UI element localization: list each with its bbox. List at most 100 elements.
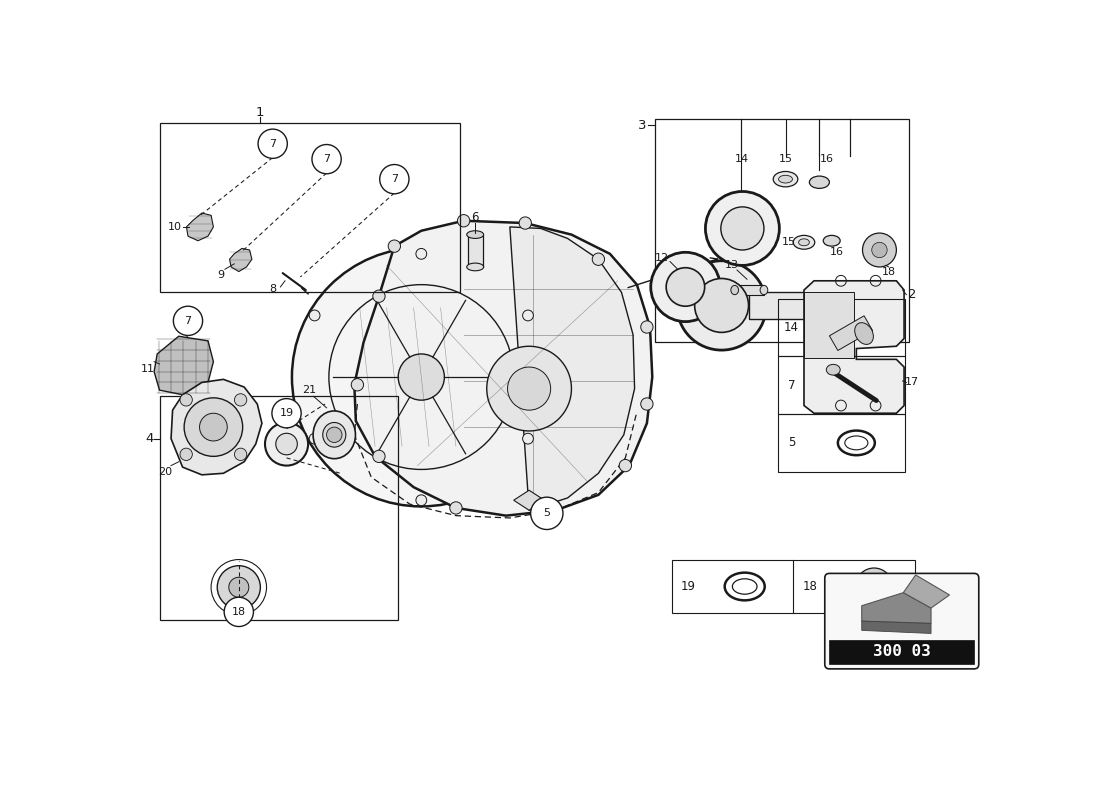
Ellipse shape xyxy=(730,286,738,294)
Bar xyxy=(778,298,905,356)
Circle shape xyxy=(180,394,192,406)
Text: 5: 5 xyxy=(543,508,550,518)
Circle shape xyxy=(522,434,534,444)
Circle shape xyxy=(309,434,320,444)
Circle shape xyxy=(309,310,320,321)
Circle shape xyxy=(234,394,246,406)
Text: 8: 8 xyxy=(270,283,276,294)
Circle shape xyxy=(276,434,297,455)
Text: 21: 21 xyxy=(302,385,317,395)
Text: 19: 19 xyxy=(279,408,294,418)
Circle shape xyxy=(592,253,605,266)
Text: 18: 18 xyxy=(803,580,817,593)
Circle shape xyxy=(373,450,385,462)
Polygon shape xyxy=(172,379,262,475)
Ellipse shape xyxy=(855,322,873,345)
Circle shape xyxy=(292,248,551,506)
Circle shape xyxy=(486,346,572,431)
Polygon shape xyxy=(154,336,213,396)
Ellipse shape xyxy=(799,239,810,246)
Circle shape xyxy=(865,578,883,596)
Circle shape xyxy=(676,261,767,350)
Text: 7: 7 xyxy=(323,154,330,164)
Text: 2: 2 xyxy=(908,288,916,301)
Polygon shape xyxy=(230,249,252,271)
Circle shape xyxy=(667,268,705,306)
Bar xyxy=(160,123,460,292)
Circle shape xyxy=(229,578,249,598)
Circle shape xyxy=(258,129,287,158)
Polygon shape xyxy=(903,575,949,608)
Ellipse shape xyxy=(793,235,815,250)
Circle shape xyxy=(398,354,444,400)
Text: 15: 15 xyxy=(782,238,795,247)
Circle shape xyxy=(199,414,228,441)
Ellipse shape xyxy=(466,263,484,270)
Circle shape xyxy=(450,502,462,514)
FancyBboxPatch shape xyxy=(825,574,979,669)
Circle shape xyxy=(641,398,653,410)
Ellipse shape xyxy=(322,422,345,447)
Circle shape xyxy=(550,504,562,517)
Bar xyxy=(468,234,483,267)
Polygon shape xyxy=(861,621,931,634)
Circle shape xyxy=(705,191,779,266)
Text: 20: 20 xyxy=(157,466,172,477)
Circle shape xyxy=(312,145,341,174)
Circle shape xyxy=(272,398,301,428)
Text: 5: 5 xyxy=(788,436,795,450)
Ellipse shape xyxy=(823,235,840,246)
Circle shape xyxy=(651,252,720,322)
Bar xyxy=(671,559,915,614)
Circle shape xyxy=(224,598,253,626)
Text: 13: 13 xyxy=(725,261,738,270)
Circle shape xyxy=(530,497,563,530)
Text: 16: 16 xyxy=(821,154,834,164)
Bar xyxy=(804,292,854,358)
Text: 18: 18 xyxy=(232,607,246,617)
Ellipse shape xyxy=(773,171,798,187)
Text: 4: 4 xyxy=(145,432,154,445)
Circle shape xyxy=(218,566,261,609)
Circle shape xyxy=(373,290,385,302)
Circle shape xyxy=(619,459,631,472)
Bar xyxy=(829,640,975,664)
Circle shape xyxy=(720,207,763,250)
Bar xyxy=(829,316,872,350)
Text: 19: 19 xyxy=(681,580,696,593)
Circle shape xyxy=(184,398,243,456)
Circle shape xyxy=(416,249,427,259)
Circle shape xyxy=(856,568,892,605)
Polygon shape xyxy=(186,213,213,241)
Circle shape xyxy=(458,214,470,227)
Circle shape xyxy=(522,310,534,321)
Circle shape xyxy=(519,217,531,230)
Text: 9: 9 xyxy=(218,270,224,280)
Bar xyxy=(778,356,905,414)
Circle shape xyxy=(234,448,246,461)
Polygon shape xyxy=(861,593,931,623)
Text: 17: 17 xyxy=(904,378,918,387)
Text: 15: 15 xyxy=(779,154,792,164)
Ellipse shape xyxy=(826,364,840,375)
Polygon shape xyxy=(514,490,544,510)
Circle shape xyxy=(695,278,749,332)
Text: 11: 11 xyxy=(141,364,155,374)
Text: 300 03: 300 03 xyxy=(873,645,931,659)
Text: 6: 6 xyxy=(472,211,478,224)
Ellipse shape xyxy=(810,176,829,188)
Ellipse shape xyxy=(314,411,355,458)
Text: 7: 7 xyxy=(270,138,276,149)
Text: 7: 7 xyxy=(185,316,191,326)
Bar xyxy=(654,119,909,342)
Polygon shape xyxy=(509,227,635,510)
Circle shape xyxy=(180,448,192,461)
Text: 18: 18 xyxy=(881,266,895,277)
Circle shape xyxy=(265,422,308,466)
Circle shape xyxy=(641,321,653,333)
Circle shape xyxy=(871,242,888,258)
Text: 1: 1 xyxy=(255,106,264,119)
Text: 14: 14 xyxy=(735,154,749,164)
Text: 7: 7 xyxy=(390,174,398,184)
Circle shape xyxy=(507,367,551,410)
